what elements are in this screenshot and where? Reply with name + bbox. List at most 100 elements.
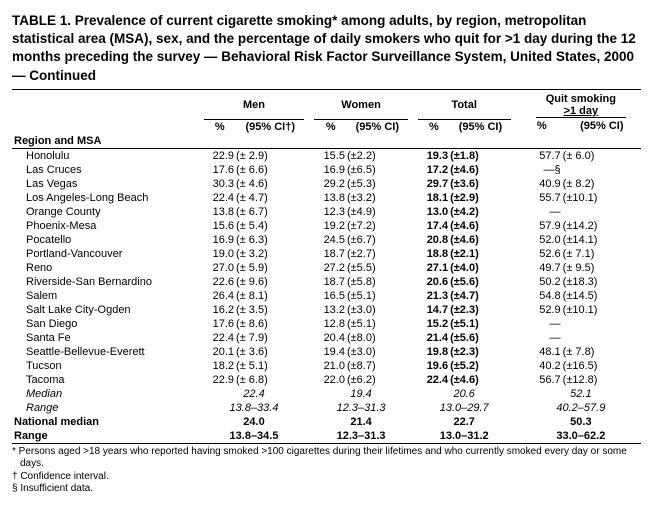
col-quit: Quit smoking >1 day xyxy=(521,92,641,119)
women-pct: 19.4 xyxy=(314,345,347,359)
quit-ci: (± 8.2) xyxy=(563,177,641,191)
total-pct: 19.3 xyxy=(418,148,451,163)
men-ci: (± 3.6) xyxy=(236,345,304,359)
men-ci: (± 3.2) xyxy=(236,247,304,261)
women-ci: (±5.8) xyxy=(347,275,408,289)
quit-pct: 40.9 xyxy=(521,177,563,191)
total-pct: 18.8 xyxy=(418,247,451,261)
men-pct: 16.2 xyxy=(204,303,237,317)
men-ci: (± 6.7) xyxy=(236,205,304,219)
quit-ci: (±12.8) xyxy=(563,373,641,387)
men-ci: (± 6.8) xyxy=(236,373,304,387)
msa-name: Portland-Vancouver xyxy=(12,247,194,261)
quit-pct: — xyxy=(521,205,563,219)
women-pct: 16.9 xyxy=(314,163,347,177)
table-row: Honolulu22.9(± 2.9)15.5(±2.2)19.3(±1.8)5… xyxy=(12,148,641,163)
msa-name: Salem xyxy=(12,289,194,303)
msa-name: Riverside-San Bernardino xyxy=(12,275,194,289)
women-pct-hdr: % xyxy=(314,119,347,134)
men-pct: 22.4 xyxy=(204,191,237,205)
table-title: TABLE 1. Prevalence of current cigarette… xyxy=(12,12,641,85)
quit-ci xyxy=(563,331,641,345)
total-pct: 20.6 xyxy=(418,275,451,289)
women-ci-hdr: (95% CI) xyxy=(347,119,408,134)
women-ci: (±4.9) xyxy=(347,205,408,219)
quit-ci: (±10.1) xyxy=(563,303,641,317)
total-pct: 14.7 xyxy=(418,303,451,317)
quit-l1: Quit smoking xyxy=(546,93,616,105)
women-ci: (±6.7) xyxy=(347,233,408,247)
table-row: Pocatello16.9(± 6.3)24.5(±6.7)20.8(±4.6)… xyxy=(12,233,641,247)
men-pct: 22.4 xyxy=(204,331,237,345)
total-pct: 20.8 xyxy=(418,233,451,247)
women-pct: 21.0 xyxy=(314,359,347,373)
men-pct: 26.4 xyxy=(204,289,237,303)
men-pct-hdr: % xyxy=(204,119,237,134)
msa-name: Santa Fe xyxy=(12,331,194,345)
table-row: Salt Lake City-Ogden16.2(± 3.5)13.2(±3.0… xyxy=(12,303,641,317)
women-pct: 12.8 xyxy=(314,317,347,331)
data-table: Men Women Total Quit smoking >1 day % (9… xyxy=(12,92,641,444)
quit-ci: (±14.2) xyxy=(563,219,641,233)
footnote-3: § Insufficient data. xyxy=(12,483,641,496)
men-ci: (± 3.5) xyxy=(236,303,304,317)
median-total: 20.6 xyxy=(418,387,511,401)
men-ci: (± 5.9) xyxy=(236,261,304,275)
men-ci: (± 8.1) xyxy=(236,289,304,303)
quit-ci: (± 7.1) xyxy=(563,247,641,261)
quit-ci xyxy=(563,205,641,219)
table-row: Salem26.4(± 8.1)16.5(±5.1)21.3(±4.7)54.8… xyxy=(12,289,641,303)
msa-name: Reno xyxy=(12,261,194,275)
total-ci-hdr: (95% CI) xyxy=(450,119,511,134)
msa-name: Orange County xyxy=(12,205,194,219)
total-ci: (±3.6) xyxy=(450,177,511,191)
msa-name: Tacoma xyxy=(12,373,194,387)
natmed-women: 21.4 xyxy=(314,415,407,429)
women-pct: 20.4 xyxy=(314,331,347,345)
total-ci: (±5.1) xyxy=(450,317,511,331)
men-ci: (± 4.7) xyxy=(236,191,304,205)
table-row: Tacoma22.9(± 6.8)22.0(±6.2)22.4(±4.6)56.… xyxy=(12,373,641,387)
quit-pct: — xyxy=(521,317,563,331)
quit-ci: (±10.1) xyxy=(563,191,641,205)
range-women: 12.3–31.3 xyxy=(314,401,407,415)
table-row: Seattle-Bellevue-Everett20.1(± 3.6)19.4(… xyxy=(12,345,641,359)
quit-pct: 50.2 xyxy=(521,275,563,289)
range-total: 13.0–29.7 xyxy=(418,401,511,415)
women-ci: (±2.7) xyxy=(347,247,408,261)
men-ci: (± 7.9) xyxy=(236,331,304,345)
men-pct: 22.6 xyxy=(204,275,237,289)
msa-name: Seattle-Bellevue-Everett xyxy=(12,345,194,359)
women-ci: (±5.3) xyxy=(347,177,408,191)
quit-pct: — xyxy=(521,331,563,345)
col-men: Men xyxy=(204,92,305,119)
women-pct: 18.7 xyxy=(314,247,347,261)
total-pct: 27.1 xyxy=(418,261,451,275)
quit-ci-hdr: (95% CI) xyxy=(563,119,641,134)
table-row: Riverside-San Bernardino22.6(± 9.6)18.7(… xyxy=(12,275,641,289)
median-women: 19.4 xyxy=(314,387,407,401)
quit-pct: 54.8 xyxy=(521,289,563,303)
men-ci: (± 6.3) xyxy=(236,233,304,247)
men-ci: (± 2.9) xyxy=(236,148,304,163)
row-national-median: National median 24.0 21.4 22.7 50.3 xyxy=(12,415,641,429)
total-pct-hdr: % xyxy=(418,119,451,134)
total-ci: (±4.2) xyxy=(450,205,511,219)
table-row: Los Angeles-Long Beach22.4(± 4.7)13.8(±3… xyxy=(12,191,641,205)
msa-name: Las Cruces xyxy=(12,163,194,177)
total-ci: (±5.6) xyxy=(450,275,511,289)
msa-name: Pocatello xyxy=(12,233,194,247)
rule-top xyxy=(12,89,641,90)
quit-pct-hdr: % xyxy=(521,119,563,134)
median-quit: 52.1 xyxy=(521,387,641,401)
women-pct: 13.8 xyxy=(314,191,347,205)
table-row: Las Cruces17.6(± 6.6)16.9(±6.5)17.2(±4.6… xyxy=(12,163,641,177)
men-pct: 16.9 xyxy=(204,233,237,247)
total-ci: (±4.6) xyxy=(450,219,511,233)
men-pct: 18.2 xyxy=(204,359,237,373)
quit-pct: 52.6 xyxy=(521,247,563,261)
men-pct: 30.3 xyxy=(204,177,237,191)
quit-pct: 48.1 xyxy=(521,345,563,359)
quit-pct: 52.0 xyxy=(521,233,563,247)
total-pct: 22.4 xyxy=(418,373,451,387)
